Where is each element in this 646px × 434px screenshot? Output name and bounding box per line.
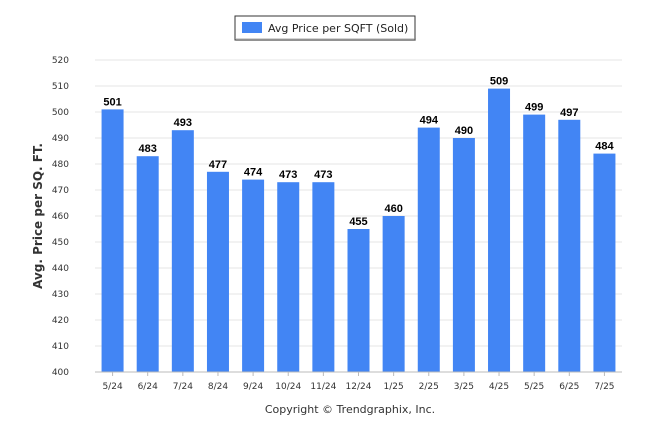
bar-3-25 bbox=[452, 138, 475, 372]
x-tick-label: 7/25 bbox=[594, 382, 614, 392]
x-tick-label: 4/25 bbox=[489, 382, 509, 392]
bar-5-24 bbox=[101, 109, 124, 373]
data-label: 490 bbox=[455, 125, 473, 137]
x-tick-label: 7/24 bbox=[173, 382, 193, 392]
bar-12-24 bbox=[347, 229, 370, 372]
data-label: 460 bbox=[384, 203, 402, 215]
x-tick-label: 1/25 bbox=[384, 382, 404, 392]
legend-label: Avg Price per SQFT (Sold) bbox=[268, 22, 408, 35]
y-tick-label: 480 bbox=[52, 160, 69, 170]
data-label: 494 bbox=[420, 115, 439, 127]
legend-swatch bbox=[242, 22, 262, 33]
data-label: 501 bbox=[103, 96, 121, 108]
y-tick-label: 410 bbox=[52, 342, 69, 352]
legend-shadow bbox=[236, 38, 416, 41]
x-tick-label: 11/24 bbox=[310, 382, 336, 392]
y-axis-label: Avg. Price per SQ. FT. bbox=[31, 143, 45, 289]
data-label: 497 bbox=[560, 107, 578, 119]
data-label: 499 bbox=[525, 102, 543, 114]
y-tick-label: 430 bbox=[52, 290, 69, 300]
x-tick-label: 10/24 bbox=[275, 382, 301, 392]
bar-8-24 bbox=[206, 171, 229, 372]
y-tick-label: 510 bbox=[52, 82, 69, 92]
y-tick-label: 520 bbox=[52, 56, 69, 66]
y-tick-label: 450 bbox=[52, 238, 69, 248]
y-tick-label: 460 bbox=[52, 212, 69, 222]
x-tick-label: 8/24 bbox=[208, 382, 228, 392]
x-tick-label: 6/24 bbox=[138, 382, 158, 392]
bar-9-24 bbox=[242, 179, 265, 372]
y-tick-label: 400 bbox=[52, 368, 69, 378]
data-label: 493 bbox=[174, 117, 192, 129]
y-tick-label: 470 bbox=[52, 186, 69, 196]
bar-11-24 bbox=[312, 182, 335, 372]
data-label: 483 bbox=[139, 143, 157, 155]
bar-10-24 bbox=[277, 182, 300, 372]
data-label: 477 bbox=[209, 159, 227, 171]
data-label: 509 bbox=[490, 76, 508, 88]
data-label: 484 bbox=[595, 141, 614, 153]
bar-5-25 bbox=[523, 114, 546, 372]
data-label: 455 bbox=[349, 216, 367, 228]
x-tick-label: 9/24 bbox=[243, 382, 263, 392]
y-tick-label: 420 bbox=[52, 316, 69, 326]
bar-6-24 bbox=[136, 156, 159, 372]
bar-2-25 bbox=[417, 127, 440, 372]
bar-4-25 bbox=[488, 88, 511, 372]
x-tick-label: 2/25 bbox=[419, 382, 439, 392]
x-axis-ticks: 5/24 6/24 7/24 8/24 9/24 10/24 11/24 12/24 1/25 2… bbox=[102, 372, 615, 392]
legend: Avg Price per SQFT (Sold) bbox=[234, 15, 416, 41]
copyright-text: Copyright © Trendgraphix, Inc. bbox=[265, 403, 435, 416]
x-tick-label: 5/25 bbox=[524, 382, 544, 392]
bars bbox=[101, 88, 616, 373]
bar-6-25 bbox=[558, 119, 581, 372]
y-tick-label: 500 bbox=[52, 108, 69, 118]
x-tick-label: 12/24 bbox=[346, 382, 372, 392]
y-tick-label: 440 bbox=[52, 264, 69, 274]
bar-1-25 bbox=[382, 216, 405, 372]
x-tick-label: 3/25 bbox=[454, 382, 474, 392]
x-tick-label: 5/24 bbox=[102, 382, 122, 392]
bar-7-24 bbox=[171, 130, 194, 372]
data-label: 473 bbox=[279, 169, 297, 181]
data-label: 474 bbox=[244, 167, 263, 179]
y-axis-ticks: 400 410 420 430 440 450 460 470 480 490 500 510 520 bbox=[52, 56, 69, 378]
legend-box bbox=[234, 15, 416, 41]
y-tick-label: 490 bbox=[52, 134, 69, 144]
data-label: 473 bbox=[314, 169, 332, 181]
bar-7-25 bbox=[593, 153, 616, 372]
x-tick-label: 6/25 bbox=[559, 382, 579, 392]
data-labels: 501 483 493 477 474 473 473 455 460 494 490 509 499 4… bbox=[103, 76, 614, 228]
